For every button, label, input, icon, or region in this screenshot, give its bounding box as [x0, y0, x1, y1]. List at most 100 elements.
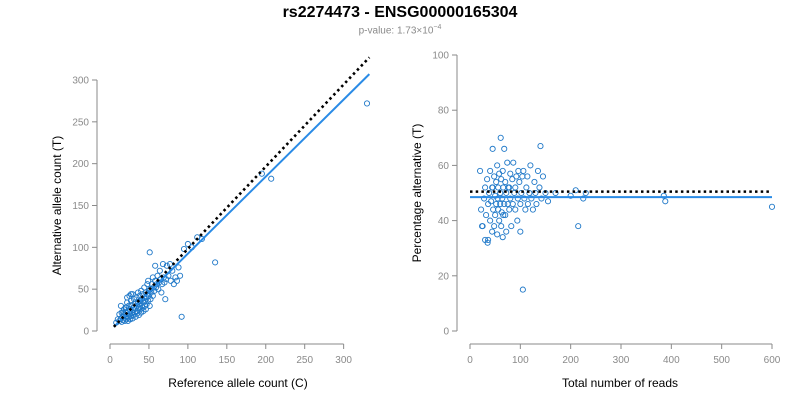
- data-point: [134, 310, 141, 317]
- data-point: [154, 272, 161, 279]
- data-point: [521, 195, 528, 202]
- data-point: [524, 173, 531, 180]
- data-point: [511, 189, 518, 197]
- data-point: [493, 200, 500, 208]
- data-point: [514, 195, 521, 202]
- data-point: [537, 143, 544, 150]
- data-point: [538, 195, 545, 202]
- data-point: [508, 223, 515, 230]
- data-point: [532, 189, 539, 197]
- y-tick-label: 100: [432, 51, 449, 62]
- data-point: [503, 228, 510, 235]
- data-point: [363, 100, 371, 107]
- y-tick-label: 150: [72, 201, 89, 212]
- data-point: [488, 198, 495, 205]
- data-point: [515, 167, 522, 174]
- data-point: [178, 313, 185, 320]
- data-point: [662, 198, 669, 205]
- data-point: [485, 236, 492, 243]
- p-value-exponent: −4: [433, 24, 442, 31]
- data-point: [523, 184, 530, 191]
- data-point: [487, 217, 494, 224]
- chart-title: rs2274473 - ENSG00000165304: [282, 4, 518, 21]
- data-point: [134, 307, 141, 314]
- data-point: [516, 178, 523, 186]
- data-point: [500, 212, 507, 219]
- data-point: [575, 223, 582, 230]
- data-point: [135, 304, 142, 311]
- data-point: [499, 167, 506, 174]
- data-point: [482, 184, 489, 191]
- data-point: [531, 178, 538, 186]
- x-tick-label: 500: [713, 355, 730, 366]
- x-tick-label: 100: [512, 355, 529, 366]
- data-point: [522, 206, 529, 213]
- data-point: [510, 159, 517, 166]
- data-point: [477, 167, 484, 174]
- p-value-text: p-value: 1.73×10: [358, 25, 434, 37]
- x-tick-label: 400: [663, 355, 680, 366]
- y-tick-label: 50: [78, 285, 90, 296]
- y-axis-title: Alternative allele count (T): [50, 136, 64, 275]
- data-point: [539, 173, 547, 180]
- data-point: [529, 206, 536, 213]
- data-point: [159, 261, 167, 268]
- x-tick-label: 250: [296, 355, 313, 366]
- data-point: [533, 200, 540, 208]
- data-point: [132, 313, 139, 320]
- data-point: [487, 167, 494, 174]
- data-point: [478, 206, 485, 213]
- data-point: [483, 212, 490, 219]
- data-point: [491, 173, 498, 180]
- data-point: [212, 259, 219, 266]
- data-point: [498, 176, 505, 183]
- y-tick-label: 250: [72, 117, 89, 128]
- data-point: [146, 302, 153, 309]
- data-point: [121, 317, 128, 325]
- data-point: [125, 302, 132, 309]
- data-point: [527, 162, 534, 169]
- data-point: [494, 162, 501, 169]
- data-point: [506, 184, 513, 191]
- scatter-plot-percentage-alternative: 0 20 40 60 80 100 0 100 200 300 400 500 600 Total num…: [410, 51, 781, 391]
- data-point: [184, 240, 191, 248]
- data-point: [514, 217, 521, 224]
- data-point: [143, 301, 150, 308]
- data-point: [520, 167, 527, 174]
- data-point: [152, 262, 159, 269]
- data-point: [494, 195, 501, 202]
- data-point: [156, 267, 163, 274]
- data-point: [517, 228, 524, 235]
- y-tick-label: 80: [438, 106, 450, 117]
- data-point: [497, 134, 504, 141]
- data-point: [117, 302, 124, 309]
- data-point: [490, 206, 497, 213]
- data-point: [507, 195, 514, 202]
- y-axis-title: Percentage alternative (T): [410, 124, 424, 263]
- reference-dotted-line: [112, 56, 371, 328]
- data-point: [536, 184, 543, 191]
- data-point: [166, 261, 174, 268]
- data-point: [493, 178, 500, 186]
- data-point: [170, 281, 177, 288]
- data-point: [506, 206, 513, 213]
- data-point: [158, 289, 165, 296]
- data-point: [507, 170, 514, 177]
- data-point: [479, 223, 486, 230]
- data-point: [484, 239, 491, 246]
- x-tick-label: 150: [218, 355, 235, 366]
- data-point: [127, 291, 135, 298]
- data-point: [534, 167, 542, 174]
- data-point: [163, 262, 170, 269]
- data-point: [489, 145, 496, 152]
- data-point: [572, 187, 579, 194]
- data-point: [173, 277, 181, 284]
- data-point: [509, 200, 516, 208]
- data-point: [567, 192, 574, 199]
- data-point: [495, 184, 502, 191]
- x-axis-title: Reference allele count (C): [168, 376, 307, 390]
- data-point: [519, 173, 526, 180]
- data-point: [499, 195, 506, 202]
- scatter-plot-allele-counts: 0 50 100 150 200 250 300 0 50 100 150 200 250 300 Refe…: [50, 56, 371, 390]
